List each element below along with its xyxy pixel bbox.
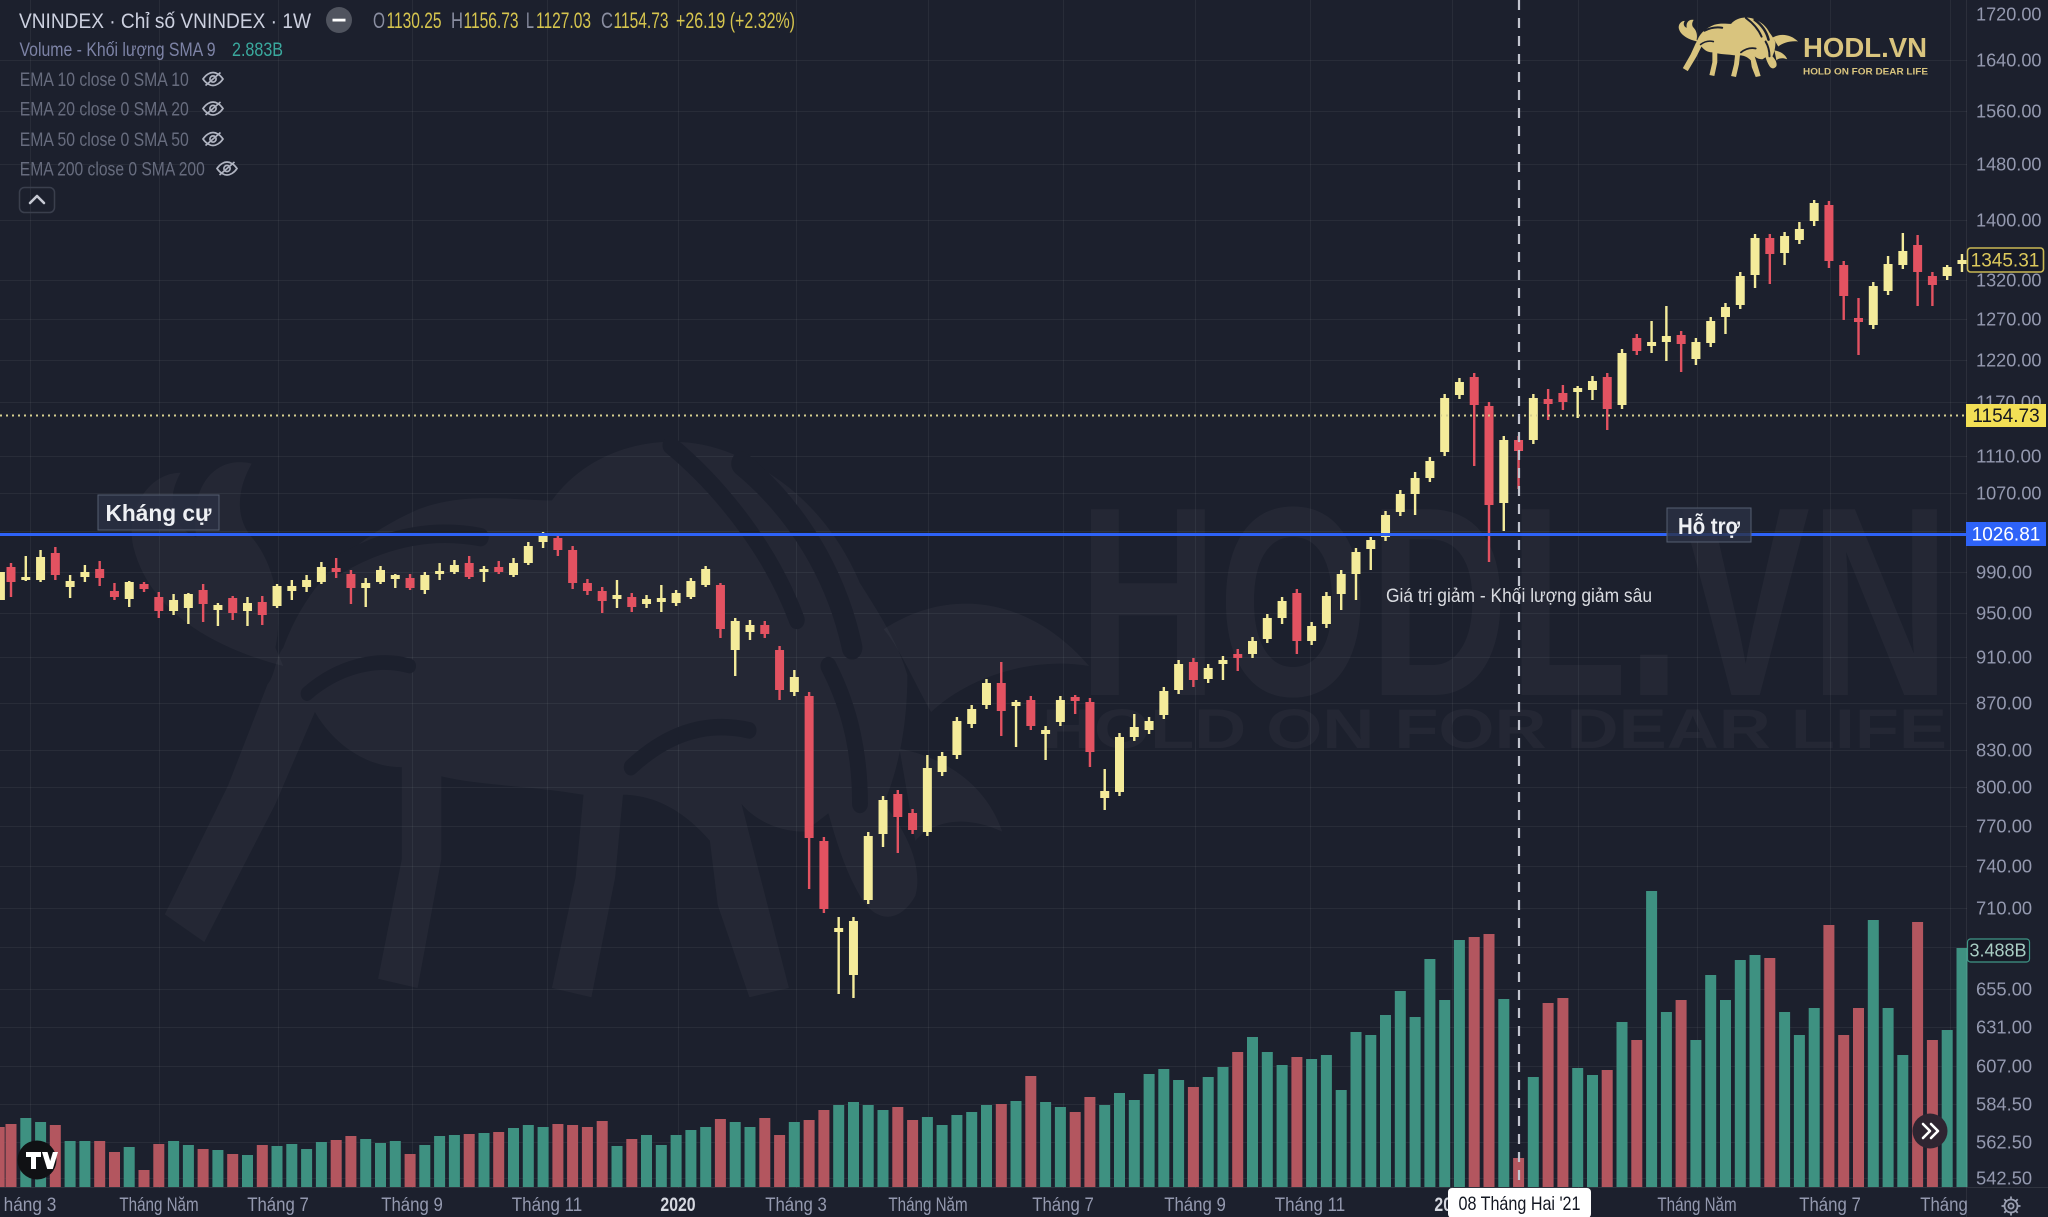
svg-text:950.00: 950.00 <box>1976 603 2032 624</box>
svg-text:Tháng 3: Tháng 3 <box>765 1195 827 1216</box>
svg-text:VNINDEX · Chỉ số VNINDEX · 1W: VNINDEX · Chỉ số VNINDEX · 1W <box>19 9 312 33</box>
svg-text:Tháng 9: Tháng 9 <box>381 1195 443 1216</box>
svg-text:háng 3: háng 3 <box>4 1195 57 1216</box>
svg-text:C: C <box>601 8 613 33</box>
svg-text:HODL.VN: HODL.VN <box>1803 32 1927 63</box>
svg-text:1070.00: 1070.00 <box>1976 483 2042 504</box>
svg-text:1127.03: 1127.03 <box>536 8 591 33</box>
svg-text:Tháng Năm: Tháng Năm <box>1657 1195 1736 1216</box>
svg-text:1640.00: 1640.00 <box>1976 50 2042 71</box>
svg-text:1220.00: 1220.00 <box>1976 350 2042 371</box>
svg-text:990.00: 990.00 <box>1976 562 2032 583</box>
svg-text:EMA 10 close 0 SMA 10: EMA 10 close 0 SMA 10 <box>20 69 189 91</box>
svg-text:1320.00: 1320.00 <box>1976 270 2042 291</box>
svg-text:740.00: 740.00 <box>1976 856 2032 877</box>
svg-text:Tháng 9: Tháng 9 <box>1164 1195 1226 1216</box>
svg-text:HOLD ON FOR DEAR LIFE: HOLD ON FOR DEAR LIFE <box>1042 697 1947 760</box>
svg-text:1110.00: 1110.00 <box>1976 446 2042 467</box>
svg-text:770.00: 770.00 <box>1976 816 2032 837</box>
svg-text:607.00: 607.00 <box>1976 1056 2032 1077</box>
svg-text:Hỗ trợ: Hỗ trợ <box>1678 512 1741 539</box>
svg-text:1156.73: 1156.73 <box>464 8 519 33</box>
svg-text:631.00: 631.00 <box>1976 1017 2032 1038</box>
svg-text:Giá trị giảm - Khối lượng giảm: Giá trị giảm - Khối lượng giảm sâu <box>1386 586 1652 607</box>
svg-text:1130.25: 1130.25 <box>387 8 442 33</box>
svg-text:O: O <box>373 8 385 33</box>
svg-text:Tháng 9: Tháng 9 <box>1920 1195 1982 1216</box>
svg-text:EMA 50 close 0 SMA 50: EMA 50 close 0 SMA 50 <box>20 129 189 151</box>
svg-text:655.00: 655.00 <box>1976 979 2032 1000</box>
svg-text:+26.19 (+2.32%): +26.19 (+2.32%) <box>676 8 795 33</box>
svg-text:1720.00: 1720.00 <box>1976 4 2042 25</box>
svg-text:1480.00: 1480.00 <box>1976 154 2042 175</box>
svg-text:1154.73: 1154.73 <box>614 8 669 33</box>
svg-text:800.00: 800.00 <box>1976 777 2032 798</box>
svg-text:EMA 20 close 0 SMA 20: EMA 20 close 0 SMA 20 <box>20 99 189 121</box>
svg-text:Tháng Năm: Tháng Năm <box>119 1195 198 1216</box>
svg-text:Tháng Năm: Tháng Năm <box>888 1195 967 1216</box>
svg-text:1400.00: 1400.00 <box>1976 210 2042 231</box>
svg-text:870.00: 870.00 <box>1976 693 2032 714</box>
svg-text:1560.00: 1560.00 <box>1976 101 2042 122</box>
svg-text:Tháng 11: Tháng 11 <box>1275 1195 1345 1216</box>
svg-text:1345.31: 1345.31 <box>1971 251 2040 272</box>
svg-text:Tháng 7: Tháng 7 <box>247 1195 309 1216</box>
svg-text:Tháng 11: Tháng 11 <box>512 1195 582 1216</box>
svg-text:EMA 200 close 0 SMA 200: EMA 200 close 0 SMA 200 <box>20 159 205 181</box>
svg-text:3.488B: 3.488B <box>1969 941 2026 961</box>
svg-text:910.00: 910.00 <box>1976 647 2032 668</box>
svg-text:H: H <box>451 8 463 33</box>
svg-text:2020: 2020 <box>660 1195 695 1216</box>
svg-text:542.50: 542.50 <box>1976 1168 2032 1189</box>
svg-text:562.50: 562.50 <box>1976 1132 2032 1153</box>
svg-text:710.00: 710.00 <box>1976 898 2032 919</box>
svg-text:830.00: 830.00 <box>1976 740 2032 761</box>
svg-text:L: L <box>526 8 534 33</box>
svg-text:1154.73: 1154.73 <box>1972 406 2039 427</box>
svg-text:HOLD ON FOR DEAR LIFE: HOLD ON FOR DEAR LIFE <box>1803 67 1928 78</box>
svg-text:Volume - Khối lượng SMA 9: Volume - Khối lượng SMA 9 <box>20 39 216 61</box>
svg-text:Tháng 7: Tháng 7 <box>1032 1195 1094 1216</box>
svg-text:Kháng cự: Kháng cự <box>106 500 212 526</box>
svg-text:Tháng 7: Tháng 7 <box>1799 1195 1861 1216</box>
svg-text:1026.81: 1026.81 <box>1972 525 2041 546</box>
svg-text:08 Tháng Hai '21: 08 Tháng Hai '21 <box>1459 1193 1581 1215</box>
svg-text:584.50: 584.50 <box>1976 1094 2032 1115</box>
svg-text:1270.00: 1270.00 <box>1976 309 2042 330</box>
svg-text:2.883B: 2.883B <box>232 39 283 61</box>
